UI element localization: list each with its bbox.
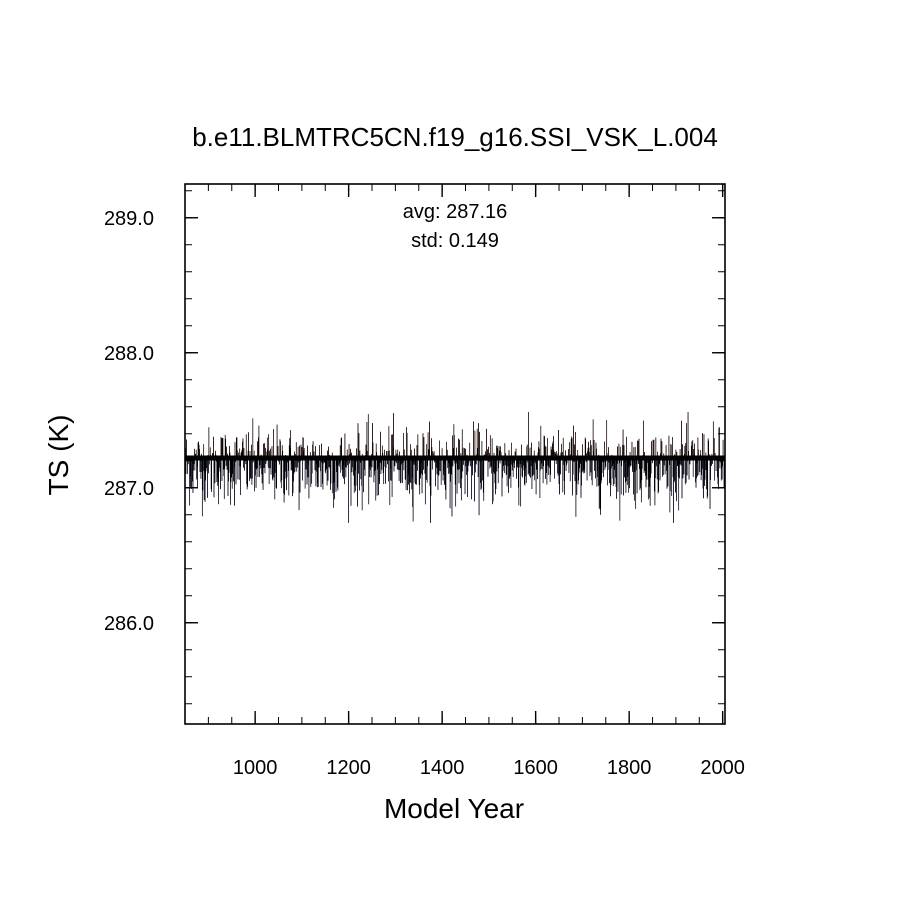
y-axis-tick-labels: 286.0 287.0 288.0 289.0 (104, 208, 154, 635)
y-axis-label: TS (K) (43, 415, 74, 496)
x-tick-label-1400: 1400 (420, 757, 465, 779)
x-axis-ticks (184, 184, 724, 724)
y-tick-label-287: 287.0 (104, 478, 154, 500)
chart-title: b.e11.BLMTRC5CN.f19_g16.SSI_VSK_L.004 (192, 122, 718, 152)
x-tick-label-1800: 1800 (607, 757, 652, 779)
std-annotation: std: 0.149 (411, 230, 499, 252)
x-axis-label: Model Year (384, 793, 524, 824)
bars-below-baseline (184, 458, 725, 523)
bar-outline (184, 412, 726, 523)
x-tick-label-1000: 1000 (233, 757, 278, 779)
x-axis-tick-labels: 1000 1200 1400 1600 1800 2000 (233, 757, 745, 779)
series-line (184, 412, 726, 523)
x-tick-label-2000: 2000 (700, 757, 745, 779)
y-axis-ticks (185, 190, 725, 705)
x-tick-label-1600: 1600 (513, 757, 558, 779)
x-tick-label-1200: 1200 (326, 757, 371, 779)
y-tick-label-288: 288.0 (104, 343, 154, 365)
avg-annotation: avg: 287.16 (403, 201, 508, 223)
plot-area (184, 412, 726, 523)
bars-above-baseline (185, 412, 726, 459)
plot-frame (184, 183, 726, 725)
y-tick-label-289: 289.0 (104, 208, 154, 230)
y-tick-label-286: 286.0 (104, 613, 154, 635)
